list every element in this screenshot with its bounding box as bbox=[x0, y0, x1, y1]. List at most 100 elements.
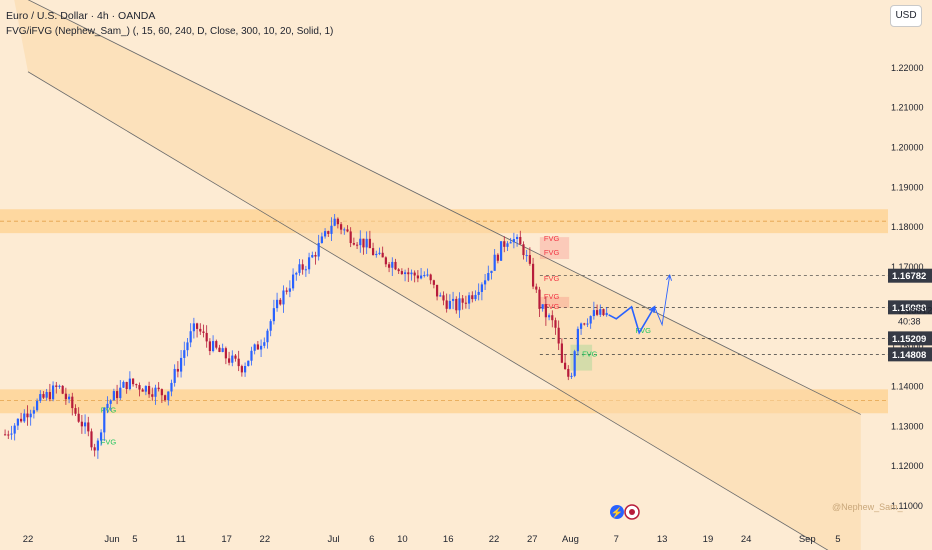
price-tick-label: 1.12000 bbox=[891, 461, 924, 471]
price-line-badge[interactable] bbox=[888, 268, 932, 283]
candle-body bbox=[51, 385, 55, 400]
candle-body bbox=[67, 396, 71, 400]
candle-body bbox=[499, 241, 503, 261]
candle-body bbox=[291, 274, 295, 289]
projection-layer bbox=[608, 273, 672, 335]
price-line-badge-label: 1.15209 bbox=[892, 334, 926, 345]
candle-body bbox=[298, 264, 301, 273]
candle-body bbox=[195, 323, 199, 329]
candle-body bbox=[179, 357, 183, 372]
candle-body bbox=[151, 394, 154, 397]
price-line-badge[interactable] bbox=[888, 347, 932, 362]
candle-body bbox=[170, 382, 173, 392]
price-axis[interactable]: 1.110001.120001.130001.140001.150001.160… bbox=[888, 0, 932, 550]
candle-body bbox=[403, 272, 407, 275]
candle-body bbox=[243, 365, 247, 373]
price-line-badge[interactable] bbox=[888, 300, 932, 315]
time-tick-label: Aug bbox=[562, 534, 579, 545]
candle-body bbox=[487, 272, 490, 281]
candle-body bbox=[247, 360, 250, 366]
candle-body bbox=[186, 342, 189, 351]
candle-body bbox=[205, 332, 208, 342]
candle-body bbox=[605, 312, 608, 316]
price-line-badge[interactable] bbox=[888, 331, 932, 346]
candle-body bbox=[378, 252, 381, 254]
candle-body bbox=[586, 323, 589, 325]
candle-body bbox=[176, 368, 179, 372]
candle-body bbox=[496, 254, 499, 261]
candle-body bbox=[250, 350, 253, 361]
time-tick-label: 13 bbox=[657, 534, 668, 545]
candle-body bbox=[464, 302, 467, 304]
time-tick-label: 10 bbox=[397, 534, 408, 545]
candle-body bbox=[234, 355, 237, 359]
candle-body bbox=[467, 295, 471, 304]
candle-body bbox=[423, 275, 426, 277]
candle-body bbox=[442, 295, 445, 301]
candle-body bbox=[330, 225, 333, 234]
candle-body bbox=[371, 248, 375, 256]
price-tick-label: 1.11000 bbox=[891, 501, 923, 511]
fvg-box bbox=[539, 296, 570, 308]
candle-body bbox=[13, 425, 16, 434]
channel-upper-line[interactable] bbox=[13, 0, 861, 415]
candle-body bbox=[275, 299, 279, 309]
candle-body bbox=[74, 408, 77, 414]
candle-body bbox=[237, 358, 240, 367]
candle-body bbox=[215, 341, 218, 348]
candle-body bbox=[339, 224, 343, 230]
candle-body bbox=[547, 315, 551, 318]
candle-body bbox=[240, 366, 243, 373]
candle-body bbox=[602, 309, 605, 316]
candle-body bbox=[595, 310, 599, 315]
countdown-label: 40:38 bbox=[898, 316, 921, 326]
candle-body bbox=[352, 243, 355, 245]
price-tick-label: 1.22000 bbox=[891, 63, 924, 73]
event-lightning-icon[interactable] bbox=[610, 505, 624, 519]
candle-body bbox=[359, 238, 362, 246]
events-layer[interactable]: ⚡ bbox=[610, 504, 640, 520]
currency-button[interactable]: USD bbox=[890, 5, 922, 27]
candle-body bbox=[163, 395, 167, 401]
candle-body bbox=[445, 300, 448, 309]
candle-body bbox=[192, 323, 195, 332]
time-tick-label: 22 bbox=[23, 534, 34, 545]
candle-body bbox=[83, 422, 87, 427]
candle-body bbox=[16, 418, 19, 426]
candle-body bbox=[32, 410, 35, 414]
fvg-box bbox=[570, 344, 593, 371]
candle-body bbox=[461, 298, 464, 303]
indicator-legend[interactable]: FVG/iFVG (Nephew_Sam_) (, 15, 60, 240, D… bbox=[6, 26, 334, 37]
candle-body bbox=[557, 327, 560, 344]
fvg-label: FVG bbox=[544, 274, 560, 283]
candle-body bbox=[365, 238, 368, 248]
time-tick-label: Jul bbox=[328, 534, 340, 545]
candle-body bbox=[387, 264, 391, 268]
channel-lower-line[interactable] bbox=[27, 71, 861, 550]
candle-body bbox=[35, 400, 39, 411]
channel-layer bbox=[13, 0, 861, 550]
candle-body bbox=[381, 252, 384, 258]
candle-body bbox=[327, 231, 330, 234]
candle-body bbox=[231, 355, 234, 363]
candle-body bbox=[23, 413, 26, 422]
candle-body bbox=[583, 323, 586, 325]
candle-body bbox=[189, 331, 192, 343]
candle-body bbox=[7, 434, 10, 436]
time-tick-label: 24 bbox=[741, 534, 752, 545]
candle-body bbox=[154, 387, 157, 397]
time-tick-label: 22 bbox=[489, 534, 500, 545]
candle-body bbox=[58, 385, 61, 387]
candle-body bbox=[320, 236, 323, 243]
time-axis[interactable]: 22 Jun 5 11 17 22 Jul 6 10 16 22 27 Aug 7 13 19 24 Sep 5 bbox=[23, 534, 841, 545]
projection-path-secondary[interactable] bbox=[654, 274, 671, 327]
candle-body bbox=[426, 274, 429, 276]
candle-body bbox=[541, 304, 544, 309]
candle-body bbox=[362, 238, 365, 248]
projection-path-main[interactable] bbox=[608, 305, 656, 335]
candle-body bbox=[122, 381, 125, 388]
time-tick-label: Sep bbox=[799, 534, 816, 545]
candle-body bbox=[221, 348, 224, 352]
candle-body bbox=[560, 343, 563, 363]
